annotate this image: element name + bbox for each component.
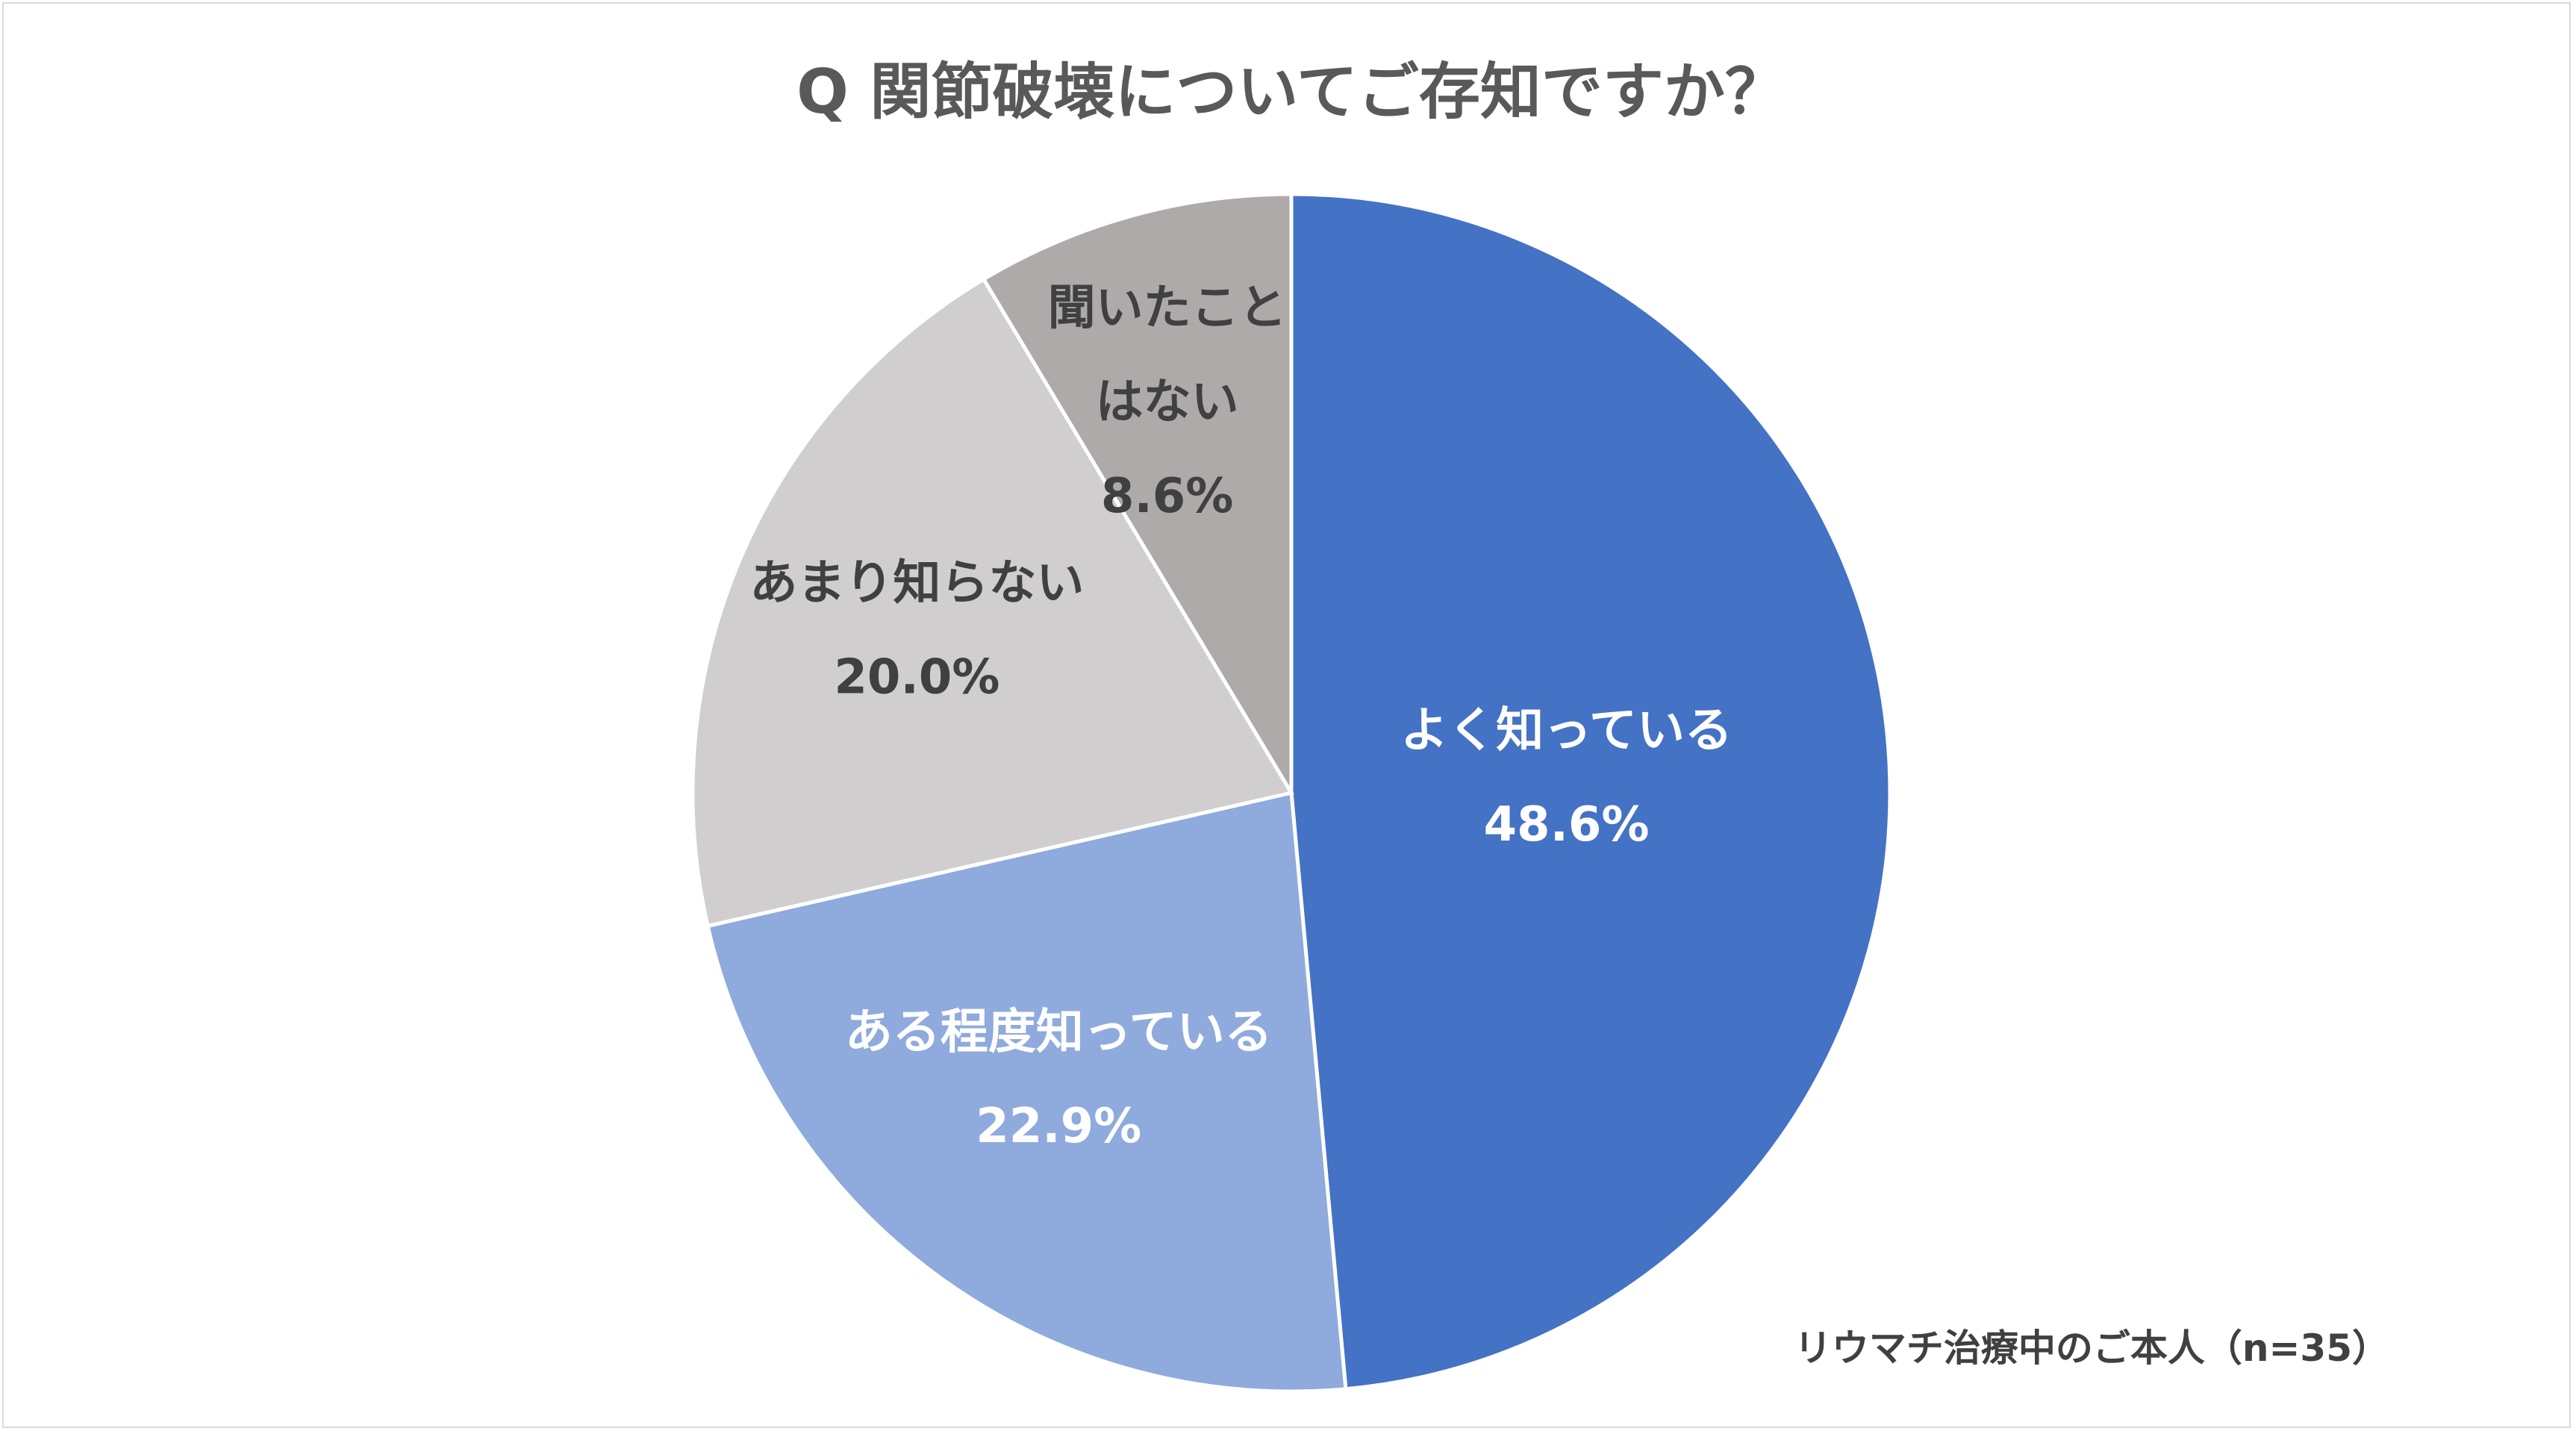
slice-value-1: 48.6% <box>1484 797 1650 852</box>
pie-slice-3 <box>690 276 1294 929</box>
slice-label-3: あまり知らない <box>749 556 1084 611</box>
chart-title: Q 関節破壊についてご存知ですか？ <box>796 57 1786 128</box>
sample-note: リウマチ治療中のご本人（n=35） <box>1794 1327 2389 1370</box>
pie-slices <box>690 192 1892 1394</box>
slice-label-1: よく知っている <box>1400 703 1733 758</box>
slice-label-4-line-2: はない <box>1096 375 1239 430</box>
pie-labels: よく知っている 48.6% ある程度知っている 22.9% あまり知らない 20.0% 聞い… <box>749 281 1733 1154</box>
slice-value-4: 8.6% <box>1101 469 1234 524</box>
pie-slice-2 <box>705 790 1348 1394</box>
pie-slice-1 <box>1289 192 1892 1391</box>
slice-value-2: 22.9% <box>976 1099 1141 1154</box>
slice-value-3: 20.0% <box>834 650 999 705</box>
slice-label-2: ある程度知っている <box>845 1005 1273 1060</box>
slice-label-4-line-1: 聞いたこと <box>1048 281 1287 336</box>
pie-chart: Q 関節破壊についてご存知ですか？ よく知っている 48.6% ある程度知っている 2… <box>690 57 2389 1394</box>
pie-slice-4 <box>981 192 1294 800</box>
